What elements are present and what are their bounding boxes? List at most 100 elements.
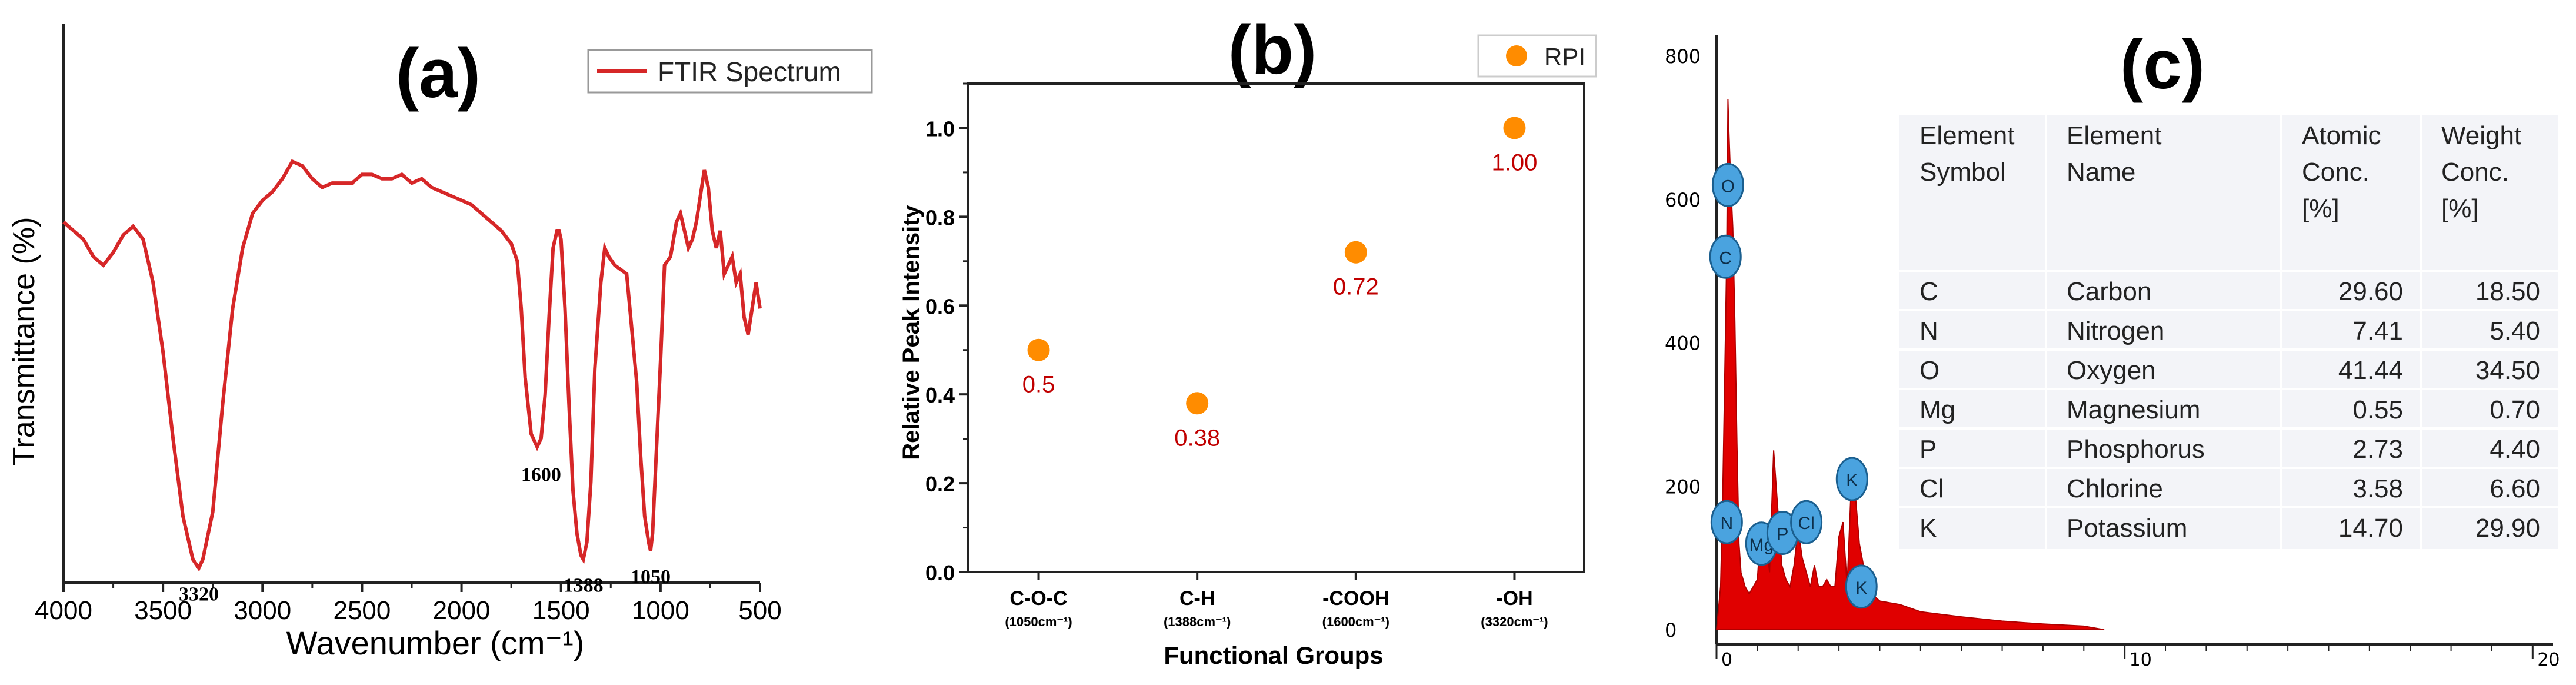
table-cell: 5.40 [2490, 317, 2540, 345]
panel-c-label: (c) [2120, 26, 2205, 104]
table-cell: C [1919, 277, 1938, 306]
table-cell: 14.70 [2338, 514, 2403, 543]
element-marker [1790, 500, 1823, 544]
peak-label: 1050 [631, 566, 671, 588]
table-cell: 0.70 [2490, 395, 2540, 424]
table-header-cell: Atomic [2302, 121, 2381, 150]
table-cell: Nitrogen [2067, 317, 2164, 345]
data-point [1027, 338, 1050, 361]
y-tick-label-b: 0.8 [925, 205, 955, 230]
y-tick-label-c: 200 [1665, 475, 1701, 498]
table-cell: 7.41 [2352, 317, 2403, 345]
table-cell: P [1919, 435, 1937, 464]
legend-a: FTIR Spectrum [587, 49, 873, 94]
category-sublabel: (1600cm⁻¹) [1322, 614, 1389, 629]
element-marker [1711, 162, 1744, 207]
x-tick-label-a: 3500 [134, 596, 192, 625]
element-marker-label: N [1721, 514, 1734, 533]
axis-a-x-label: Wavenumber (cm⁻¹) [286, 624, 585, 661]
table-header-cell: Name [2067, 158, 2135, 187]
y-tick-label-c: 0 [1665, 619, 1677, 641]
x-tick-label-a: 1000 [632, 596, 689, 625]
table-header-cell: [%] [2441, 194, 2479, 223]
axis-a-y-label: Transmittance (%) [7, 217, 41, 466]
table-header-cell: Weight [2441, 121, 2521, 150]
peak-label: 1600 [521, 464, 561, 486]
table-cell: N [1919, 317, 1938, 345]
legend-a-label: FTIR Spectrum [658, 56, 841, 87]
element-marker-label: P [1777, 524, 1788, 544]
table-cell: O [1919, 356, 1940, 385]
category-label: C-H [1179, 587, 1215, 610]
table-cell: 3.58 [2352, 474, 2403, 503]
x-tick-label-a: 3000 [234, 596, 291, 625]
table-cell: Chlorine [2067, 474, 2163, 503]
category-label: -COOH [1322, 587, 1389, 610]
ftir-spectrum-line [62, 159, 762, 572]
eds-table [1899, 115, 2558, 549]
element-marker-label: C [1719, 248, 1732, 268]
table-cell: 4.40 [2490, 435, 2540, 464]
panel-a-label: (a) [396, 35, 481, 112]
y-tick-label-c: 600 [1665, 189, 1701, 211]
table-header-cell: Symbol [1919, 158, 2006, 187]
element-marker-label: O [1721, 177, 1735, 196]
x-tick-label-a: 4000 [35, 596, 92, 625]
x-tick-label-c: 10 [2130, 650, 2152, 670]
y-tick-label-b: 0.2 [925, 472, 955, 496]
data-point [1503, 117, 1526, 139]
y-tick-label-b: 0.0 [925, 561, 955, 585]
table-header-cell: Conc. [2441, 158, 2509, 187]
category-sublabel: (3320cm⁻¹) [1481, 614, 1548, 629]
table-cell: 0.55 [2352, 395, 2403, 424]
data-point [1344, 241, 1367, 264]
category-label: -OH [1496, 587, 1532, 610]
peak-label: 3320 [179, 583, 219, 605]
data-label: 1.00 [1492, 149, 1538, 175]
table-cell: Cl [1919, 474, 1944, 503]
element-marker [1845, 564, 1878, 609]
data-label: 0.38 [1174, 425, 1220, 451]
y-tick-label-c: 400 [1665, 332, 1701, 355]
element-marker [1709, 234, 1742, 279]
panel-a-ftir-chart: (a) 4000 3500 3000 2500 2000 1500 1000 500 3320… [7, 24, 873, 661]
plot-frame-b [967, 82, 1585, 573]
table-cell: 29.90 [2475, 514, 2540, 543]
x-tick-label-a: 2000 [433, 596, 491, 625]
table-cell: 29.60 [2338, 277, 2403, 306]
panel-b-rpi-chart: (b) 0.0 0.2 0.4 0.6 0.8 1.0 C-O-C (1050cm⁻¹) C-H… [898, 11, 1597, 669]
x-tick-label-a: 2500 [333, 596, 391, 625]
table-header-cell: Element [1919, 121, 2014, 150]
element-marker [1835, 457, 1868, 501]
table-header-cell: Element [2067, 121, 2161, 150]
table-cell: 18.50 [2475, 277, 2540, 306]
y-tick-label-b: 0.6 [925, 294, 955, 318]
table-cell: Phosphorus [2067, 435, 2205, 464]
legend-b-label: RPI [1544, 43, 1585, 71]
data-label: 0.5 [1022, 372, 1055, 398]
legend-b-marker [1506, 45, 1527, 66]
y-tick-label-c: 800 [1665, 45, 1701, 68]
legend-b: RPI [1477, 34, 1597, 78]
category-label: C-O-C [1009, 587, 1067, 610]
peak-label: 1388 [564, 575, 604, 597]
element-marker [1710, 500, 1743, 544]
x-tick-label-c: 0 [1721, 650, 1732, 670]
y-tick-label-b: 0.4 [925, 383, 955, 407]
table-cell: 2.73 [2352, 435, 2403, 464]
element-marker-label: K [1855, 578, 1867, 598]
table-cell: Potassium [2067, 514, 2187, 543]
element-marker-label: K [1846, 471, 1858, 490]
table-header-cell: Conc. [2302, 158, 2370, 187]
panel-b-label: (b) [1228, 11, 1317, 89]
table-cell: Carbon [2067, 277, 2151, 306]
table-header-cell: [%] [2302, 194, 2340, 223]
data-point [1186, 392, 1209, 415]
table-cell: 6.60 [2490, 474, 2540, 503]
category-sublabel: (1388cm⁻¹) [1164, 614, 1231, 629]
axis-b-y-label: Relative Peak Intensity [898, 204, 924, 460]
category-sublabel: (1050cm⁻¹) [1005, 614, 1072, 629]
x-tick-label-a: 1500 [532, 596, 590, 625]
table-cell: 41.44 [2338, 356, 2403, 385]
